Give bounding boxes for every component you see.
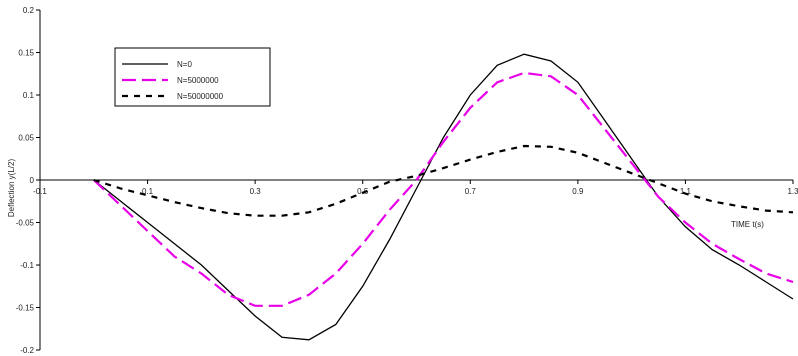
x-tick-label: -0.1 bbox=[33, 187, 47, 196]
y-tick-label: -0.05 bbox=[16, 219, 35, 228]
series-line-1 bbox=[93, 71, 794, 307]
x-tick-label: 0.1 bbox=[142, 187, 154, 196]
legend-items: N=0 N=5000000 N=50000000 bbox=[122, 60, 224, 101]
y-ticks: 0.2 0.15 0.1 0.05 0 -0.05 -0.1 -0.15 -0.2 bbox=[16, 6, 40, 355]
x-tick-label: 1.1 bbox=[680, 187, 692, 196]
y-tick-label: 0.05 bbox=[18, 134, 34, 143]
legend-label-2: N=50000000 bbox=[177, 92, 224, 101]
x-tick-label: 0.9 bbox=[572, 187, 584, 196]
x-axis-label: TIME t(s) bbox=[731, 220, 764, 229]
legend-label-0: N=0 bbox=[177, 60, 192, 69]
legend-box bbox=[114, 47, 271, 107]
x-tick-label: 0.3 bbox=[250, 187, 262, 196]
y-tick-label: -0.15 bbox=[16, 304, 35, 313]
x-ticks: -0.1 0.1 0.3 0.5 0.7 0.9 1.1 1.3 bbox=[33, 180, 798, 196]
y-tick-label: -0.1 bbox=[20, 261, 34, 270]
legend: N=0 N=5000000 N=50000000 bbox=[114, 47, 271, 107]
x-tick-label: 0.7 bbox=[465, 187, 477, 196]
y-axis-label: Deflection y(L/2) bbox=[7, 159, 16, 218]
y-tick-label: 0 bbox=[30, 176, 35, 185]
y-tick-label: 0.2 bbox=[23, 6, 35, 15]
series-layer bbox=[93, 53, 794, 341]
legend-label-1: N=5000000 bbox=[177, 76, 219, 85]
y-tick-label: 0.1 bbox=[23, 91, 35, 100]
x-tick-label: 1.3 bbox=[787, 187, 798, 196]
y-tick-label: 0.15 bbox=[18, 49, 34, 58]
series-line-2 bbox=[93, 144, 794, 217]
y-tick-label: -0.2 bbox=[20, 346, 34, 355]
series-line-0 bbox=[93, 53, 794, 341]
